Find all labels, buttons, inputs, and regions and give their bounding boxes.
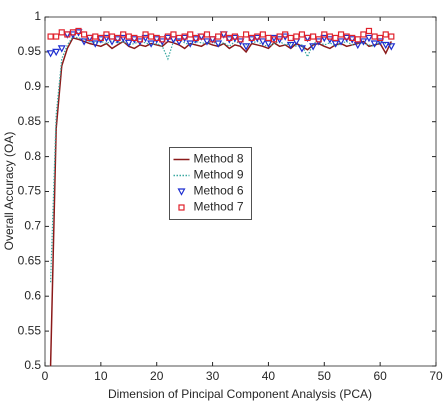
triangle-marker <box>52 48 61 57</box>
triangle-marker <box>202 38 211 46</box>
square-marker <box>332 34 339 42</box>
square-marker <box>377 34 384 42</box>
triangle-marker <box>57 45 66 53</box>
triangle-marker <box>175 38 184 46</box>
square-marker <box>203 31 211 38</box>
x-tick-label: 0 <box>42 369 49 383</box>
square-marker <box>97 34 104 42</box>
square-marker <box>282 31 289 38</box>
square-marker <box>259 31 266 38</box>
triangle-marker <box>191 36 200 44</box>
triangle-marker <box>147 40 156 48</box>
triangle-marker <box>152 36 161 44</box>
triangle-marker <box>297 45 306 53</box>
triangle-marker <box>253 34 262 43</box>
x-tick-label: 60 <box>373 369 387 383</box>
x-tick-label: 50 <box>318 369 332 383</box>
y-tick-label: 0.75 <box>18 184 42 198</box>
square-marker <box>114 34 121 42</box>
triangle-marker <box>381 41 390 50</box>
y-tick-label: 0.8 <box>24 149 41 163</box>
square-marker <box>75 27 82 35</box>
y-tick-label: 0.5 <box>24 358 41 372</box>
triangle-marker <box>242 43 251 51</box>
triangle-marker <box>364 34 373 43</box>
x-tick-label: 70 <box>429 369 443 383</box>
triangle-marker <box>96 36 105 44</box>
square-marker <box>388 33 395 40</box>
triangle-marker <box>225 36 234 44</box>
legend-label: Method 7 <box>194 200 244 214</box>
triangle-marker <box>80 38 89 46</box>
x-tick-label: 30 <box>206 369 220 383</box>
triangle-marker <box>230 34 239 43</box>
square-marker <box>242 31 250 38</box>
y-tick-label: 0.65 <box>18 253 42 267</box>
square-marker <box>237 36 244 43</box>
triangle-marker <box>119 34 128 43</box>
triangle-marker <box>286 41 295 50</box>
triangle-marker <box>270 34 279 43</box>
triangle-marker <box>309 43 318 51</box>
square-marker <box>220 31 227 38</box>
triangle-marker <box>141 34 150 43</box>
legend-swatch <box>178 204 185 211</box>
square-marker <box>136 36 144 43</box>
triangle-marker <box>342 34 351 43</box>
x-tick-label: 40 <box>262 369 276 383</box>
triangle-marker <box>214 40 223 48</box>
square-marker <box>365 27 373 35</box>
triangle-marker <box>124 39 133 48</box>
x-axis-label: Dimension of Pincipal Component Analysis… <box>108 387 372 401</box>
series-group <box>46 27 396 366</box>
triangle-marker <box>359 38 368 46</box>
square-marker <box>298 31 306 38</box>
triangle-marker <box>74 29 83 37</box>
legend-label: Method 8 <box>194 152 244 166</box>
y-tick-label: 0.9 <box>24 79 41 93</box>
triangle-marker <box>163 34 172 43</box>
square-marker <box>187 31 194 38</box>
triangle-marker <box>186 40 195 48</box>
legend-label: Method 9 <box>194 168 244 182</box>
y-tick-label: 0.95 <box>18 44 42 58</box>
square-marker <box>80 31 88 38</box>
square-marker <box>354 36 361 43</box>
x-tick-label: 10 <box>94 369 108 383</box>
triangle-marker <box>91 40 100 48</box>
x-tick-label: 20 <box>150 369 164 383</box>
triangle-marker <box>102 34 111 43</box>
triangle-marker <box>247 36 256 44</box>
triangle-marker <box>113 36 122 44</box>
square-marker <box>53 33 60 40</box>
square-marker <box>360 31 367 38</box>
triangle-marker <box>376 38 385 46</box>
triangle-marker <box>258 38 267 46</box>
y-tick-label: 0.7 <box>24 219 41 233</box>
square-marker <box>315 36 322 43</box>
triangle-marker <box>46 50 55 58</box>
triangle-marker <box>348 36 357 44</box>
y-axis-label: Overall Accuracy (OA) <box>2 132 16 251</box>
triangle-marker <box>337 38 346 46</box>
triangle-marker <box>320 34 329 43</box>
y-tick-label: 0.6 <box>24 288 41 302</box>
legend-swatch <box>177 188 186 196</box>
square-marker <box>170 31 177 38</box>
triangle-marker <box>370 40 379 48</box>
y-tick-label: 0.55 <box>18 323 42 337</box>
y-tick-label: 0.85 <box>18 114 42 128</box>
triangle-marker <box>130 36 139 44</box>
triangle-marker <box>180 34 189 43</box>
y-tick-label: 1 <box>34 9 41 23</box>
triangle-marker <box>387 43 396 51</box>
legend-label: Method 6 <box>194 184 244 198</box>
